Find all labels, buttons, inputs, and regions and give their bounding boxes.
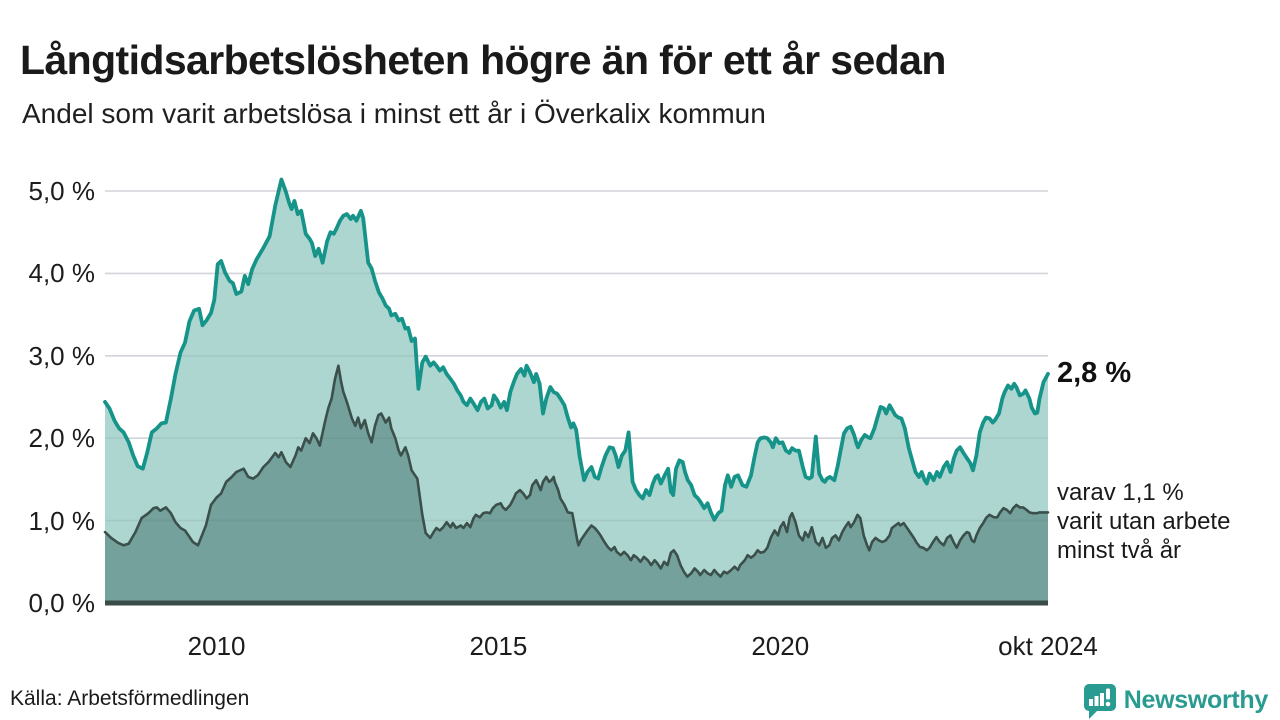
- x-tick-label: 2015: [469, 631, 528, 661]
- series-line-2: [103, 364, 1050, 578]
- y-tick-label: 0,0 %: [28, 588, 96, 618]
- chart-subtitle: Andel som varit arbetslösa i minst ett å…: [22, 98, 766, 129]
- y-tick-label: 5,0 %: [28, 176, 96, 206]
- y-tick-label: 2,0 %: [28, 423, 96, 454]
- x-tick-label: 2020: [751, 631, 810, 661]
- series-area-2: [105, 365, 1048, 603]
- secondary-value-annotation: varav 1,1 % varit utan arbete minst två …: [1057, 478, 1230, 565]
- y-tick-label: 1,0 %: [28, 505, 96, 536]
- source-credit: Källa: Arbetsförmedlingen: [10, 687, 250, 710]
- page-title: Långtidsarbetslösheten högre än för ett …: [20, 37, 946, 84]
- x-tick-label: 2010: [187, 631, 246, 661]
- newsworthy-bubble-chart-icon: [1082, 683, 1116, 720]
- x-axis-line: [105, 600, 1048, 606]
- series-line-1: [103, 177, 1050, 522]
- x-tick-label: okt 2024: [998, 631, 1098, 661]
- newsworthy-logo: Newsworthy: [1082, 683, 1268, 720]
- y-tick-label: 4,0 %: [28, 258, 96, 289]
- annotation-line-3: minst två år: [1057, 537, 1182, 564]
- latest-value-label: 2,8 %: [1057, 357, 1132, 389]
- y-tick-label: 3,0 %: [28, 340, 96, 371]
- newsworthy-wordmark: Newsworthy: [1123, 686, 1269, 714]
- annotation-line-2: varit utan arbete: [1057, 508, 1231, 535]
- annotation-line-1: varav 1,1 %: [1057, 479, 1184, 506]
- area-chart-plot: [103, 177, 1050, 606]
